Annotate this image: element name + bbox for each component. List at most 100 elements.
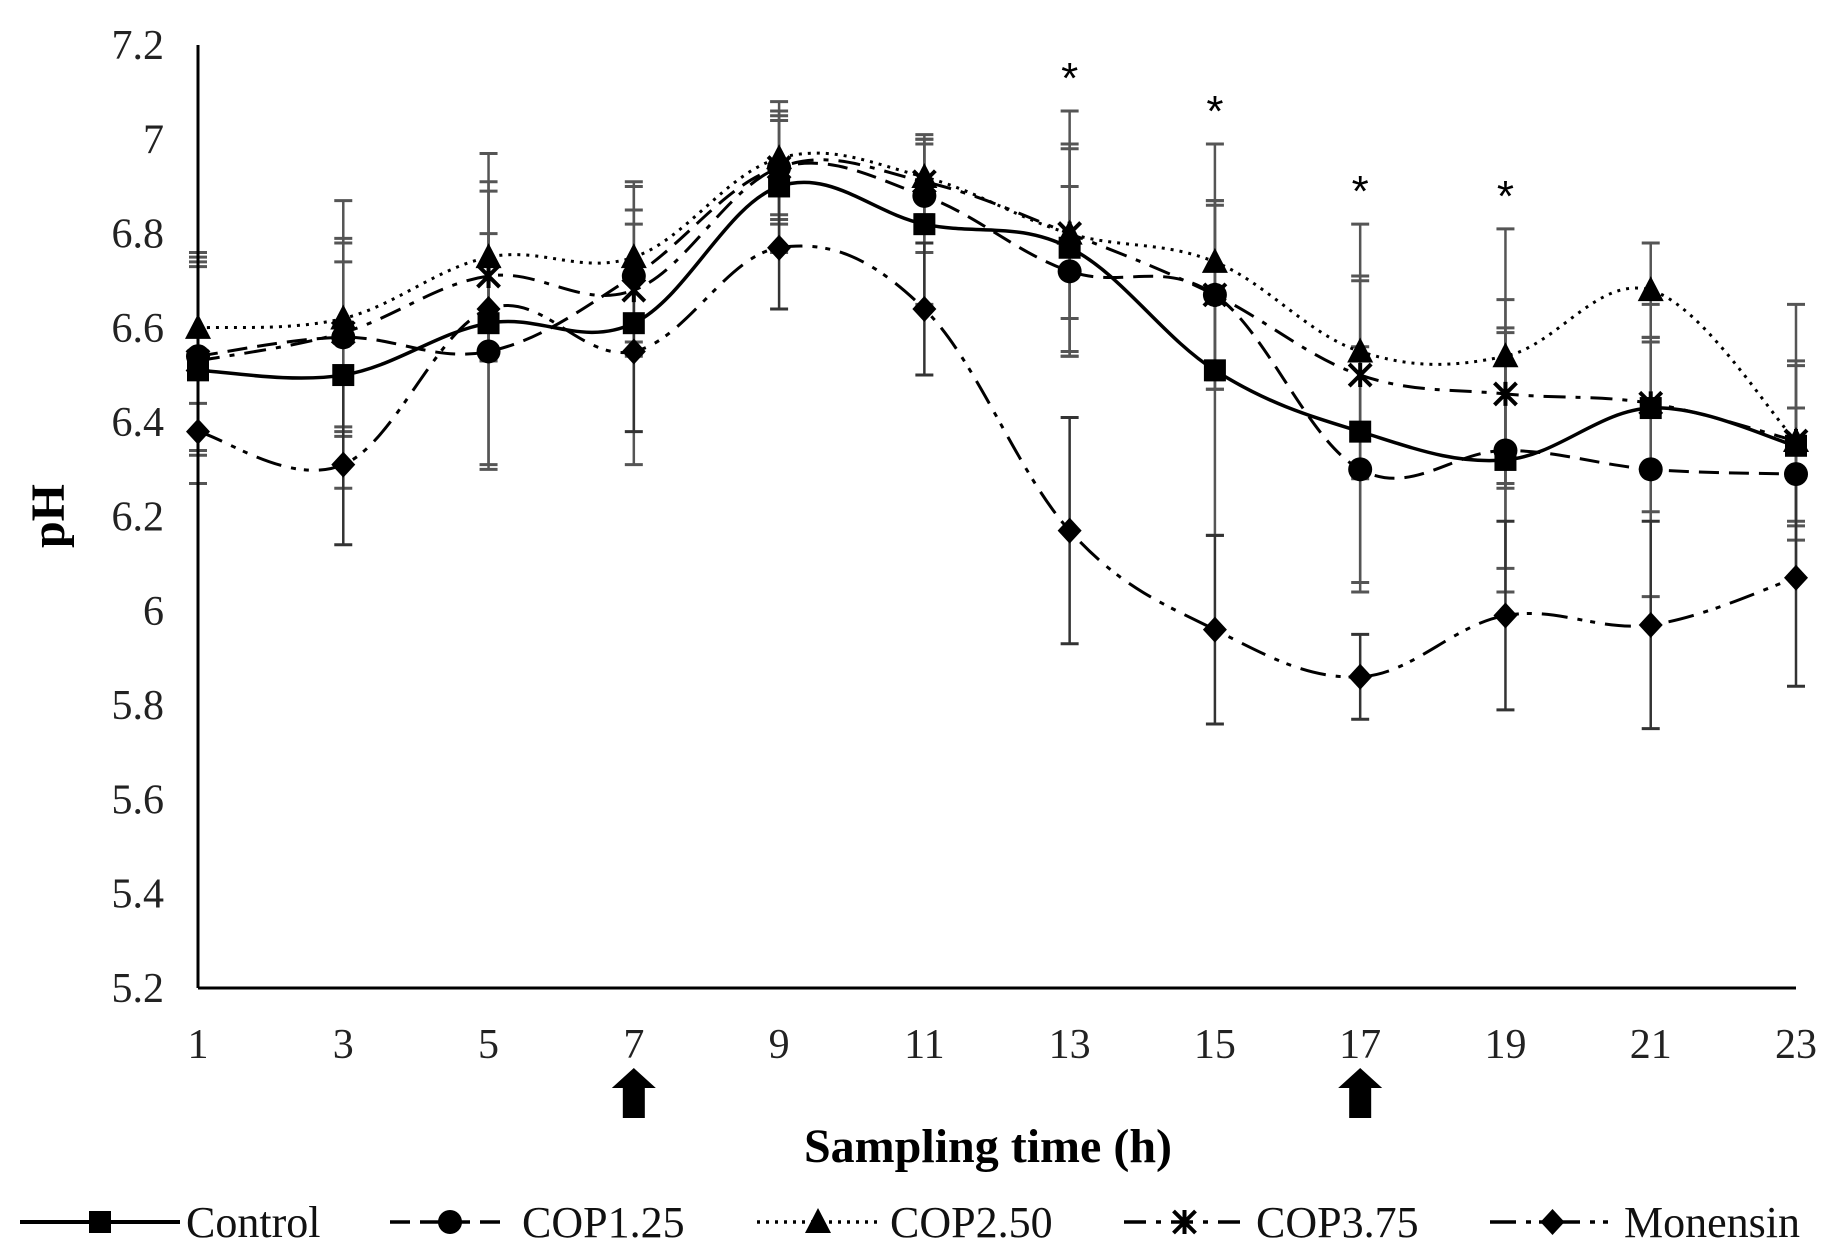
monensin-point — [1057, 517, 1082, 544]
cop2-50-point — [475, 243, 502, 269]
cop2-50-point — [330, 304, 357, 330]
significance-star: * — [1061, 54, 1078, 103]
x-tick-label: 13 — [1049, 1022, 1091, 1068]
y-tick-labels: 5.2 5.4 5.6 5.8 6 6.2 6.4 6.6 6.8 7 7.2 — [112, 23, 165, 1012]
cop3-75-point — [476, 263, 501, 289]
control-point — [1203, 359, 1226, 382]
legend-marker-monensin — [1540, 1209, 1565, 1235]
legend-label-cop2-50: COP2.50 — [890, 1198, 1053, 1247]
x-tick-label: 11 — [904, 1022, 944, 1068]
legend-marker-cop1-25 — [438, 1210, 462, 1234]
cop1-25-point — [1348, 457, 1373, 482]
cop3-75-line — [197, 158, 1797, 443]
x-tick-label: 15 — [1194, 1022, 1236, 1068]
y-tick-label: 5.8 — [112, 683, 165, 729]
legend-marker-control — [89, 1211, 111, 1233]
legend: Control COP1.25 COP2.50 COP3.75 Monensin — [20, 1198, 1800, 1247]
cop1-25-point — [1784, 462, 1808, 487]
series-lines — [197, 151, 1798, 679]
cop3-75-point — [911, 169, 937, 195]
control-point — [477, 312, 500, 335]
legend-item-cop3-75: COP3.75 — [1124, 1198, 1419, 1247]
y-tick-label: 5.4 — [112, 872, 165, 918]
cop3-75-point — [1057, 221, 1083, 247]
monensin-line — [197, 244, 1797, 679]
series-markers — [185, 144, 1809, 690]
cop3-75-point — [1202, 282, 1228, 308]
y-tick-label: 6.6 — [112, 306, 165, 352]
cop3-75-point — [330, 320, 356, 346]
legend-label-cop3-75: COP3.75 — [1256, 1198, 1419, 1247]
x-axis-title: Sampling time (h) — [804, 1120, 1172, 1173]
cop3-75-point — [766, 155, 792, 181]
x-tick-label: 9 — [769, 1022, 790, 1068]
cop3-75-point — [1347, 362, 1373, 388]
y-tick-label: 6.4 — [112, 400, 165, 446]
significance-star: * — [1497, 172, 1514, 221]
monensin-point — [1348, 663, 1373, 690]
y-tick-label: 6.2 — [112, 495, 165, 541]
control-point — [332, 364, 355, 387]
x-tick-labels: 1 3 5 7 9 11 13 15 17 19 21 23 — [188, 1022, 1818, 1068]
cop3-75-point — [621, 277, 647, 303]
monensin-point — [1638, 611, 1663, 638]
x-tick-label: 23 — [1775, 1022, 1817, 1068]
y-tick-label: 6 — [143, 589, 164, 635]
monensin-point — [476, 296, 501, 323]
control-line — [197, 180, 1797, 463]
significance-star: * — [1352, 167, 1369, 216]
monensin-point — [331, 451, 356, 478]
monensin-point — [1202, 616, 1227, 643]
legend-item-cop1-25: COP1.25 — [390, 1198, 685, 1247]
legend-item-monensin: Monensin — [1490, 1198, 1800, 1247]
cop2-50-point — [620, 243, 647, 269]
significance-markers: * * * * — [1061, 54, 1514, 221]
x-tick-label: 3 — [333, 1022, 354, 1068]
cop1-25-point — [1493, 438, 1518, 463]
control-point — [768, 175, 791, 198]
y-tick-label: 5.6 — [112, 777, 165, 823]
cop2-50-point — [1347, 337, 1374, 363]
monensin-point — [912, 296, 937, 323]
y-axis-title: pH — [22, 484, 75, 548]
control-point — [1349, 420, 1372, 443]
cop1-25-point — [1638, 457, 1663, 482]
y-tick-label: 5.2 — [112, 966, 165, 1012]
legend-label-monensin: Monensin — [1624, 1198, 1800, 1247]
y-tick-label: 6.8 — [112, 212, 165, 258]
feeding-arrow-icon — [1338, 1068, 1383, 1118]
legend-label-control: Control — [186, 1198, 320, 1247]
legend-item-cop2-50: COP2.50 — [757, 1198, 1053, 1247]
cop3-75-point — [1493, 381, 1518, 407]
cop2-50-point — [1201, 247, 1228, 273]
feeding-arrow-icon — [611, 1068, 656, 1118]
control-point — [622, 312, 645, 335]
cop2-50-point — [1492, 342, 1519, 368]
cop1-25-point — [1057, 259, 1082, 284]
control-point — [913, 213, 936, 236]
x-tick-label: 17 — [1339, 1022, 1381, 1068]
feeding-arrows — [611, 1068, 1383, 1118]
cop1-25-point — [476, 339, 501, 364]
significance-star: * — [1206, 87, 1223, 136]
y-tick-label: 7.2 — [112, 23, 165, 69]
x-tick-label: 19 — [1484, 1022, 1526, 1068]
monensin-point — [1493, 602, 1518, 629]
axes — [196, 45, 1796, 990]
legend-label-cop1-25: COP1.25 — [522, 1198, 685, 1247]
monensin-point — [767, 234, 792, 261]
cop3-75-point — [1638, 390, 1664, 416]
cop3-75-point — [1783, 428, 1809, 454]
cop2-50-point — [1637, 276, 1664, 302]
legend-marker-cop2-50 — [805, 1208, 831, 1233]
y-tick-label: 7 — [143, 117, 164, 163]
legend-marker-cop3-75 — [1172, 1209, 1197, 1235]
x-tick-label: 7 — [623, 1022, 644, 1068]
x-tick-label: 5 — [478, 1022, 499, 1068]
cop1-25-line — [197, 161, 1797, 480]
x-tick-label: 21 — [1630, 1022, 1672, 1068]
monensin-point — [621, 338, 646, 365]
x-tick-label: 1 — [188, 1022, 209, 1068]
legend-item-control: Control — [20, 1198, 320, 1247]
